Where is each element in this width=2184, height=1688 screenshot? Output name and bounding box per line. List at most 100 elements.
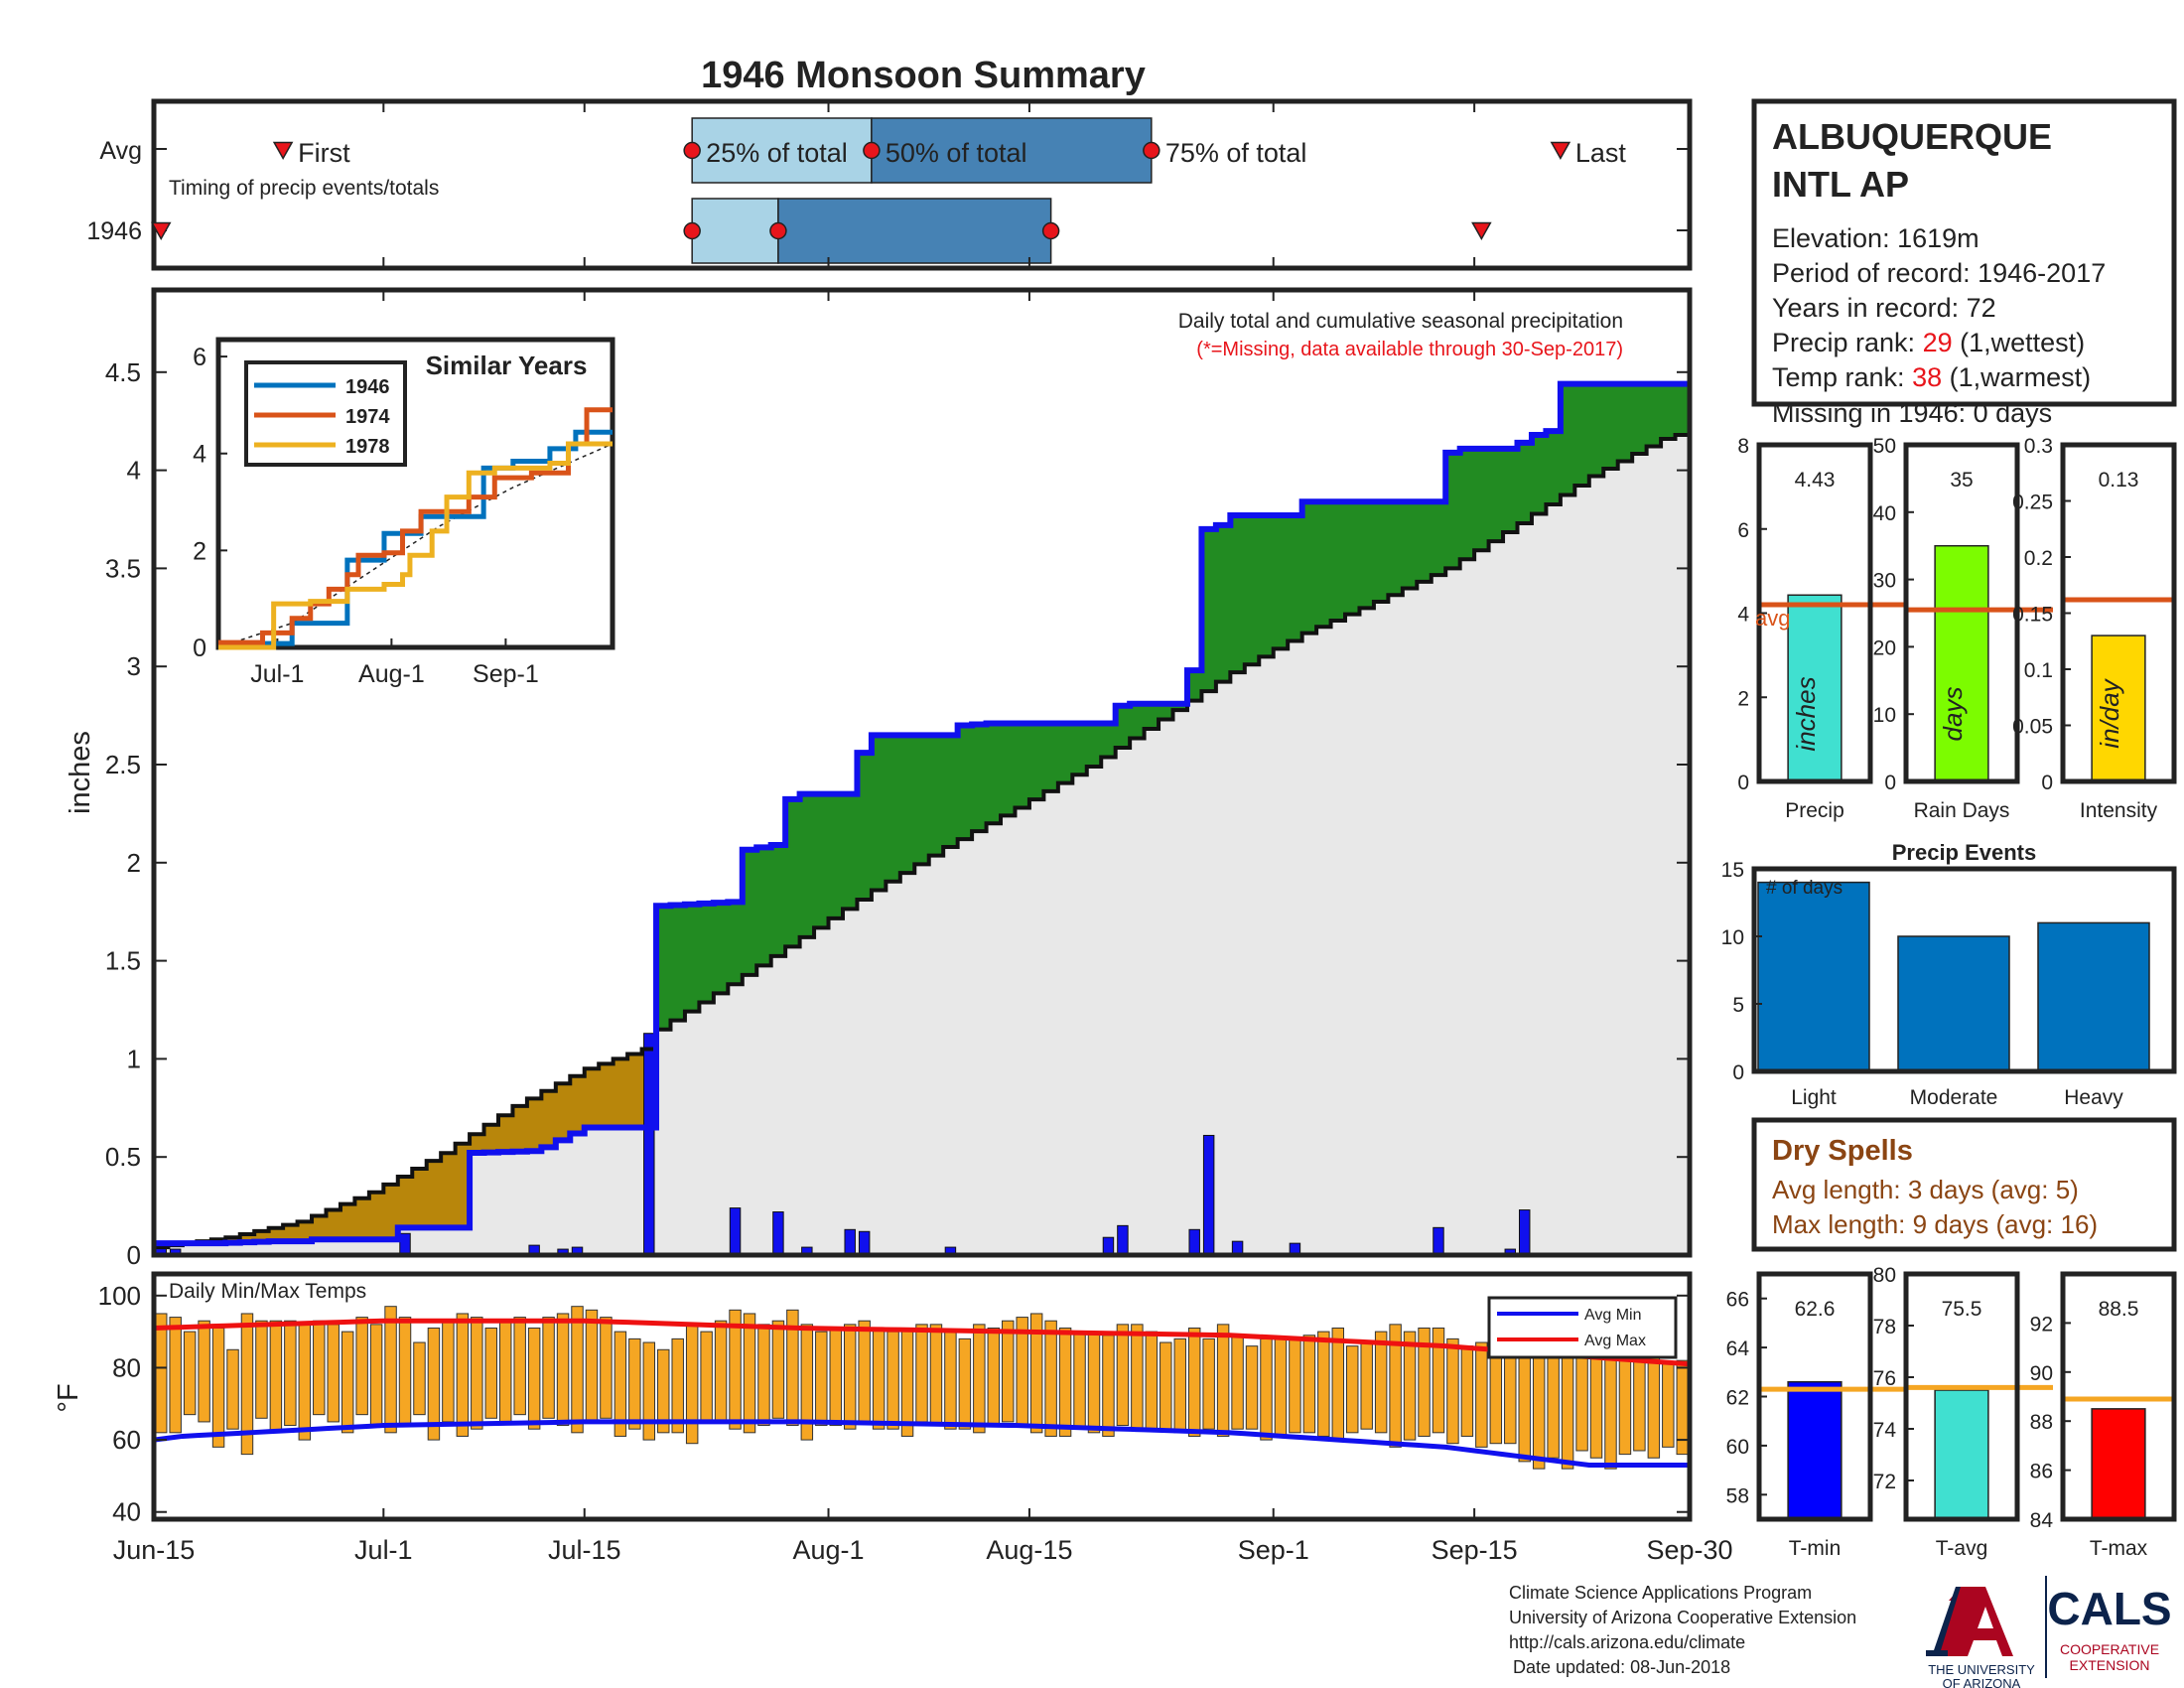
footer-line2: University of Arizona Cooperative Extens… bbox=[1509, 1608, 1856, 1627]
temp-range-bar bbox=[929, 1324, 943, 1427]
season-rain-days-bar bbox=[1934, 544, 1989, 782]
temp-range-bar bbox=[1374, 1331, 1388, 1434]
events-y-label: # of days bbox=[1766, 878, 1843, 899]
temp-y-tick-label: 80 bbox=[112, 1352, 141, 1382]
panel-y-tick-label: 4 bbox=[1737, 604, 1749, 627]
temp-range-bar bbox=[571, 1306, 584, 1434]
station-elevation: Elevation: 1619m bbox=[1772, 223, 1979, 253]
temp-range-bar bbox=[498, 1320, 512, 1423]
events-frame bbox=[1751, 866, 2177, 1074]
inset-line-1974 bbox=[218, 407, 613, 645]
temp-range-bar bbox=[313, 1320, 326, 1416]
average-cumulative-line bbox=[154, 431, 1692, 1250]
timing-subtitle: Timing of precip events/totals bbox=[169, 177, 439, 200]
missing-data-note: (*=Missing, data available through 30-Se… bbox=[1196, 339, 1623, 360]
ua-logo-line2: OF ARIZONA bbox=[1943, 1676, 2021, 1688]
temp-range-bar bbox=[858, 1320, 871, 1423]
temp-range-bar bbox=[327, 1324, 340, 1423]
event-bar-heavy bbox=[2037, 921, 2150, 1072]
temp-range-bar bbox=[513, 1317, 526, 1416]
x-tick-label: Jun-15 bbox=[113, 1535, 196, 1565]
x-tick-label: Sep-30 bbox=[1646, 1535, 1732, 1565]
event-bar-moderate bbox=[1897, 935, 2010, 1072]
dry-spells-avg: Avg length: 3 days (avg: 5) bbox=[1772, 1175, 2079, 1204]
avg-marker-label: avg bbox=[1755, 606, 1790, 631]
temp-range-bar bbox=[1647, 1356, 1661, 1459]
p75-label: 75% of total bbox=[1165, 138, 1307, 168]
timing-panel: Avg 1946 Timing of precip events/totals … bbox=[86, 98, 1693, 271]
temps-title: Daily Min/Max Temps bbox=[169, 1280, 366, 1303]
x-tick-label: Sep-1 bbox=[1238, 1535, 1309, 1565]
temp-range-bar bbox=[829, 1327, 842, 1427]
daily-precip-bars bbox=[155, 1033, 1531, 1256]
temp-range-bar bbox=[1231, 1335, 1244, 1430]
inset-legend-label: 1974 bbox=[345, 406, 390, 428]
temp-range-bar bbox=[915, 1324, 928, 1423]
inset-title: Similar Years bbox=[426, 351, 588, 380]
panel-y-tick-label: 88 bbox=[2030, 1411, 2053, 1434]
temp-range-bar bbox=[887, 1331, 899, 1430]
temp-range-bar bbox=[484, 1327, 497, 1419]
temp-range-bar bbox=[1446, 1337, 1459, 1445]
temp-range-bar bbox=[671, 1337, 684, 1434]
panel-y-tick-label: 90 bbox=[2030, 1362, 2053, 1385]
avg-max-line bbox=[153, 1318, 1691, 1367]
x-tick-label: Aug-15 bbox=[986, 1535, 1072, 1565]
temp-range-bar bbox=[729, 1309, 742, 1430]
footer-line4: Date updated: 08-Jun-2018 bbox=[1513, 1657, 1730, 1677]
figure-title: 1946 Monsoon Summary bbox=[701, 55, 1146, 96]
temp-range-bar bbox=[556, 1313, 570, 1427]
temp-range-bar bbox=[1432, 1327, 1445, 1434]
temp-range-bar bbox=[1044, 1320, 1057, 1437]
panel-y-tick-label: 86 bbox=[2030, 1461, 2053, 1483]
inset-line-1978 bbox=[218, 441, 613, 650]
station-name-line1: ALBUQUERQUE bbox=[1772, 116, 2052, 157]
percentile-marker bbox=[769, 221, 787, 240]
cals-sub2: EXTENSION bbox=[2070, 1657, 2150, 1673]
precip-y-label: inches bbox=[65, 731, 96, 814]
daily-precip-bar bbox=[729, 1207, 742, 1256]
y-tick-label: 0 bbox=[127, 1240, 141, 1270]
percentile-marker bbox=[1041, 221, 1060, 240]
x-tick-label: Jul-1 bbox=[354, 1535, 413, 1565]
panel-y-tick-label: 58 bbox=[1726, 1484, 1749, 1507]
temp-range-bar bbox=[1145, 1331, 1159, 1430]
temp-range-bar bbox=[800, 1324, 814, 1441]
event-category-label: Light bbox=[1791, 1086, 1837, 1109]
temp-range-bar bbox=[1202, 1337, 1215, 1430]
inset-y-tick-label: 2 bbox=[193, 537, 206, 565]
season-intensity-bar bbox=[2091, 634, 2146, 782]
temp-y-tick-label: 60 bbox=[112, 1425, 141, 1455]
temp-range-bar bbox=[757, 1324, 770, 1427]
temp-range-bar bbox=[1160, 1341, 1172, 1430]
p25-p50-box bbox=[691, 198, 779, 264]
panel-y-tick-label: 80 bbox=[1873, 1264, 1896, 1287]
temp-range-bar bbox=[1173, 1337, 1186, 1434]
panel-y-tick-label: 76 bbox=[1873, 1367, 1896, 1390]
panel-y-tick-label: 84 bbox=[2030, 1509, 2054, 1532]
season-t-max-bar bbox=[2091, 1408, 2146, 1520]
season-t-max: 84 86 88 90 92 88.5 T-max bbox=[2030, 1271, 2177, 1560]
event-category-label: Moderate bbox=[1910, 1086, 1998, 1109]
inset-x-tick-label: Aug-1 bbox=[358, 660, 425, 688]
panel-y-tick-label: 92 bbox=[2030, 1313, 2053, 1336]
inset-legend-label: 1978 bbox=[345, 436, 390, 458]
y-tick-label: 4.5 bbox=[105, 357, 141, 387]
temp-range-bar bbox=[284, 1320, 297, 1427]
season-t-avg: 72 74 76 78 80 75.5 T-avg bbox=[1873, 1264, 2053, 1560]
events-title: Precip Events bbox=[1892, 840, 2037, 865]
temp-range-bar bbox=[398, 1317, 412, 1427]
y-tick-label: 0.5 bbox=[105, 1142, 141, 1172]
season-precip-category: Precip bbox=[1785, 799, 1844, 822]
temp-range-bar bbox=[987, 1327, 1001, 1427]
date-x-axis: Jun-15 Jul-1 Jul-15 Aug-1 Aug-15 Sep-1 Sep-15 S… bbox=[113, 101, 1733, 1565]
panel-y-tick-label: 0 bbox=[1737, 772, 1749, 794]
dry-spells-box: Dry Spells Avg length: 3 days (avg: 5) M… bbox=[1751, 1117, 2177, 1252]
temp-range-bar bbox=[211, 1327, 225, 1448]
temp-range-bar bbox=[944, 1331, 957, 1430]
temp-range-bar bbox=[614, 1331, 627, 1437]
season-intensity: 0 0.05 0.1 0.15 0.2 0.25 0.3 0.13 Intensity in/da… bbox=[2012, 435, 2177, 822]
event-category-label: Heavy bbox=[2064, 1086, 2123, 1109]
temp-range-bar bbox=[1346, 1345, 1359, 1434]
